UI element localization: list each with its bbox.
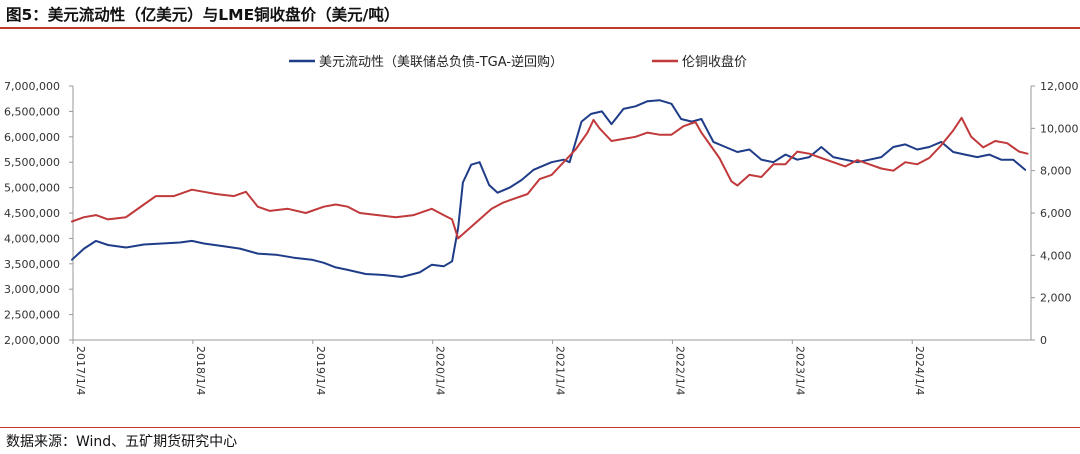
- left-y-tick-label: 4,500,000: [4, 207, 60, 220]
- x-tick-label: 2018/1/4: [194, 346, 207, 395]
- usd-liquidity-line: [71, 99, 1027, 278]
- x-tick-label: 2022/1/4: [673, 346, 686, 395]
- x-axis-ticks: 2017/1/4 2018/1/4 2019/1/4 2020/1/4 2021/1/4…: [72, 340, 926, 395]
- right-y-tick-label: 8,000: [1040, 165, 1072, 178]
- left-y-tick-label: 4,000,000: [4, 232, 60, 245]
- right-y-tick-label: 2,000: [1040, 292, 1072, 305]
- copper-price-line: [71, 116, 1029, 240]
- left-y-tick-label: 6,500,000: [4, 105, 60, 118]
- legend: 美元流动性（美联储总负债-TGA-逆回购） 伦铜收盘价: [289, 54, 747, 70]
- right-y-tick-label: 10,000: [1040, 122, 1079, 135]
- left-y-tick-label: 2,000,000: [4, 334, 60, 347]
- left-y-tick-label: 7,000,000: [4, 80, 60, 93]
- x-tick-label: 2020/1/4: [434, 346, 447, 395]
- legend-label-usd-liquidity: 美元流动性（美联储总负债-TGA-逆回购）: [319, 54, 563, 70]
- chart-title: 图5：美元流动性（亿美元）与LME铜收盘价（美元/吨）: [6, 6, 400, 24]
- plot-frame: [72, 86, 1032, 341]
- left-y-axis-ticks: 2,000,000 2,500,000 3,000,000 3,500,000 4,00…: [4, 80, 73, 347]
- left-y-tick-label: 5,000,000: [4, 182, 60, 195]
- right-y-tick-label: 12,000: [1040, 80, 1079, 93]
- title-divider: [0, 27, 1080, 29]
- x-tick-label: 2024/1/4: [913, 346, 926, 395]
- right-y-tick-label: 4,000: [1040, 249, 1072, 262]
- source-divider: [0, 427, 1080, 428]
- left-y-tick-label: 3,500,000: [4, 258, 60, 271]
- source-note: 数据来源：Wind、五矿期货研究中心: [6, 434, 238, 450]
- x-tick-label: 2023/1/4: [793, 346, 806, 395]
- left-y-tick-label: 3,000,000: [4, 283, 60, 296]
- x-tick-label: 2019/1/4: [314, 346, 327, 395]
- right-y-axis-ticks: 0 2,000 4,000 6,000 8,000 10,000 12,000: [1031, 80, 1079, 347]
- legend-label-copper: 伦铜收盘价: [682, 54, 747, 70]
- left-y-tick-label: 5,500,000: [4, 156, 60, 169]
- right-y-tick-label: 6,000: [1040, 207, 1072, 220]
- x-tick-label: 2017/1/4: [74, 346, 87, 395]
- x-tick-label: 2021/1/4: [554, 346, 567, 395]
- right-y-tick-label: 0: [1040, 334, 1047, 347]
- series-lines: [71, 99, 1029, 278]
- left-y-tick-label: 2,500,000: [4, 309, 60, 322]
- left-y-tick-label: 6,000,000: [4, 131, 60, 144]
